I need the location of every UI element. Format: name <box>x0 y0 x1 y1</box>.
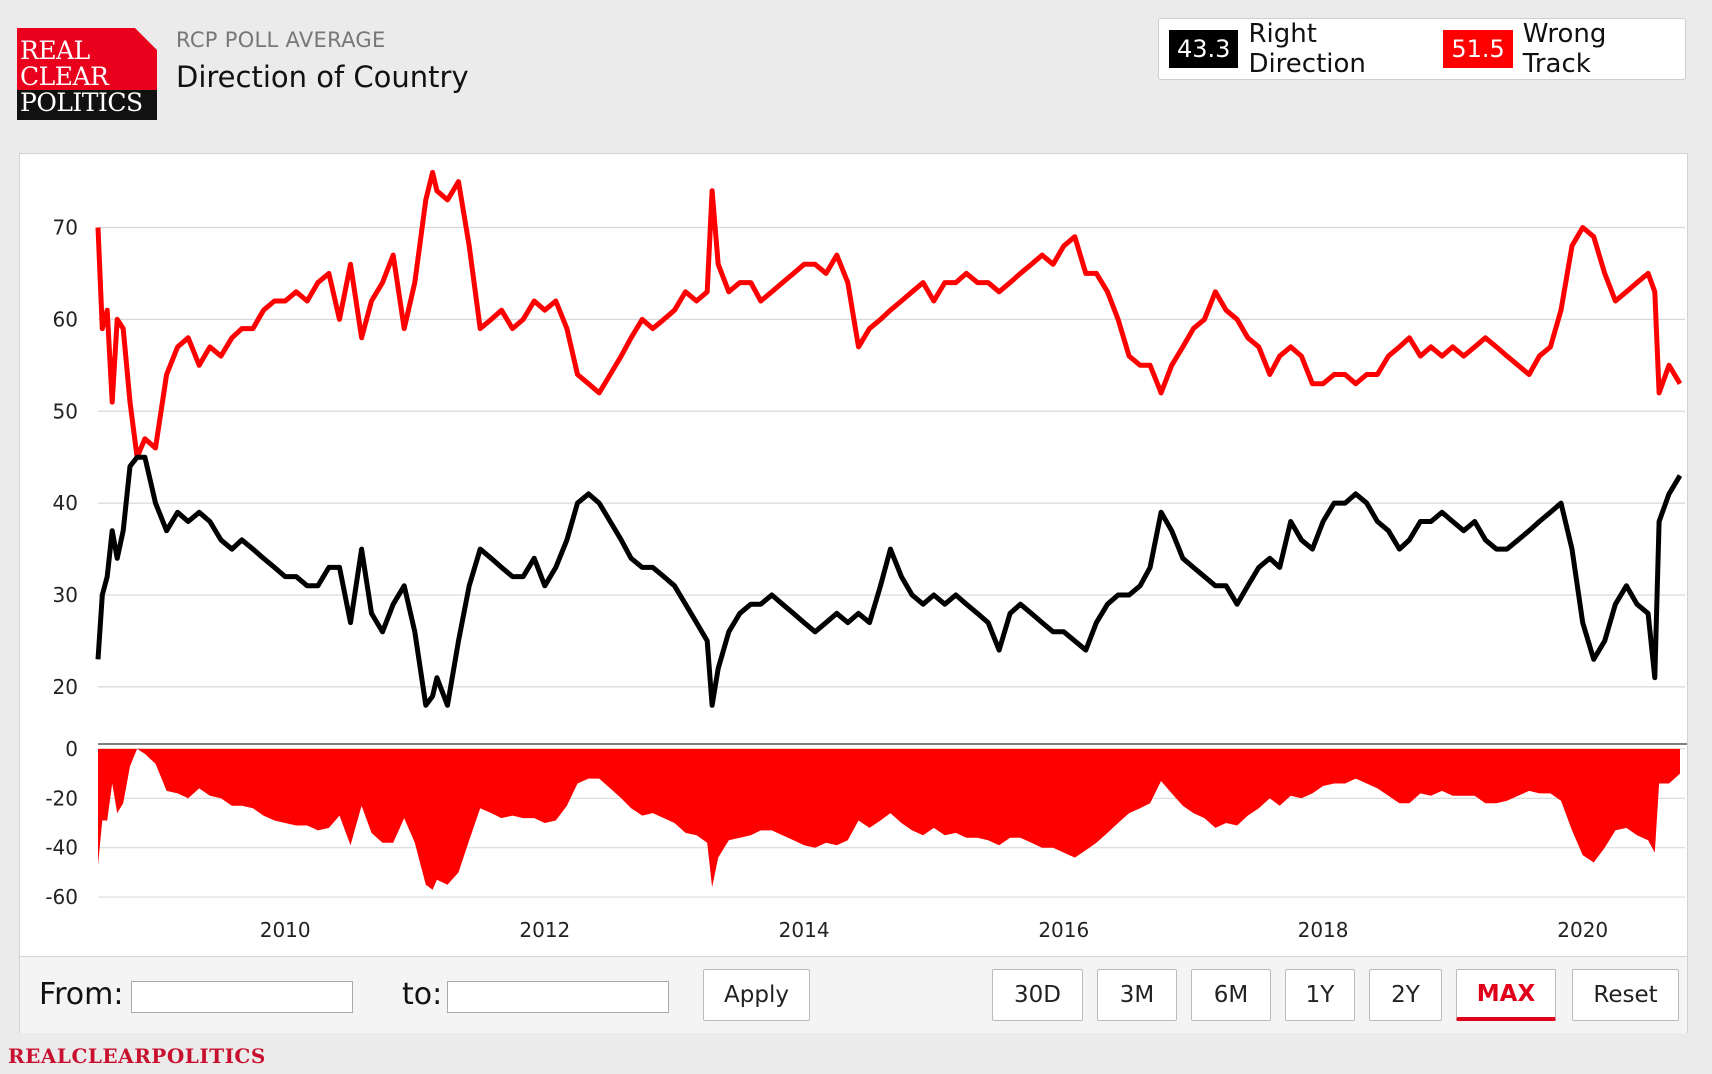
logo-line-clear: CLEAR <box>20 62 109 91</box>
y-tick-40: 40 <box>53 491 78 515</box>
range-3m-button[interactable]: 3M <box>1097 969 1177 1021</box>
from-label: From: <box>39 977 124 1012</box>
y-tick-50: 50 <box>53 399 78 423</box>
spread-y-tick--40: -40 <box>45 836 78 860</box>
logo-line-real: REAL <box>20 36 90 65</box>
y-tick-20: 20 <box>53 675 78 699</box>
spread-y-tick--60: -60 <box>45 885 78 909</box>
main-y-tick-labels: 20 30 40 50 60 70 <box>53 216 78 699</box>
logo-page-fold <box>135 28 157 50</box>
spread-area <box>98 748 1680 890</box>
wrong-track-value-badge: 51.5 <box>1443 30 1513 68</box>
rcp-logo[interactable]: REAL CLEAR POLITICS <box>17 28 157 120</box>
chart-kicker: RCP POLL AVERAGE <box>176 28 386 52</box>
x-tick-labels: 2010 2012 2014 2016 2018 2020 <box>260 918 1608 942</box>
y-tick-30: 30 <box>53 583 78 607</box>
wrong-track-line <box>95 169 1683 460</box>
from-date-input[interactable] <box>131 981 353 1013</box>
range-30d-button[interactable]: 30D <box>992 969 1083 1021</box>
spread-area-fill <box>98 748 1680 890</box>
wrong-track-label: Wrong Track <box>1522 19 1607 79</box>
x-tick-2018: 2018 <box>1298 918 1349 942</box>
to-date-input[interactable] <box>447 981 669 1013</box>
chart-title: Direction of Country <box>176 60 469 94</box>
legend-box: 43.3 Right Direction 51.5 Wrong Track <box>1158 18 1686 80</box>
apply-button[interactable]: Apply <box>703 969 810 1021</box>
x-tick-2012: 2012 <box>519 918 570 942</box>
date-range-controls: From: to: Apply 30D 3M 6M 1Y 2Y MAX Rese… <box>20 956 1687 1033</box>
range-2y-button[interactable]: 2Y <box>1369 969 1442 1021</box>
chart-panel: 20 30 40 50 60 70 0 -20 -40 -60 2010 2012 2014 2016… <box>19 153 1688 1033</box>
to-label: to: <box>402 977 443 1012</box>
spread-y-tick-labels: 0 -20 -40 -60 <box>45 737 78 909</box>
right-direction-value-badge: 43.3 <box>1169 30 1239 68</box>
series-lines <box>95 169 1683 708</box>
x-tick-2014: 2014 <box>779 918 830 942</box>
logo-line-politics: POLITICS <box>20 88 143 117</box>
range-1y-button[interactable]: 1Y <box>1285 969 1355 1021</box>
right-direction-line <box>95 454 1683 708</box>
main-gridlines <box>98 226 1685 688</box>
y-tick-60: 60 <box>53 307 78 331</box>
spread-y-tick-0: 0 <box>65 737 78 761</box>
x-tick-2010: 2010 <box>260 918 311 942</box>
logo-text: REAL CLEAR POLITICS <box>20 38 153 116</box>
y-tick-70: 70 <box>53 216 78 240</box>
range-6m-button[interactable]: 6M <box>1191 969 1271 1021</box>
logo-black-band <box>17 90 157 120</box>
x-tick-2020: 2020 <box>1557 918 1608 942</box>
footer-brand: REALCLEARPOLITICS <box>8 1044 266 1068</box>
right-direction-label: Right Direction <box>1248 19 1366 79</box>
spread-y-tick--20: -20 <box>45 786 78 810</box>
range-max-button[interactable]: MAX <box>1456 969 1556 1021</box>
poll-chart-svg[interactable]: 20 30 40 50 60 70 0 -20 -40 -60 2010 2012 2014 2016… <box>20 154 1687 954</box>
x-tick-2016: 2016 <box>1038 918 1089 942</box>
reset-button[interactable]: Reset <box>1572 969 1679 1021</box>
